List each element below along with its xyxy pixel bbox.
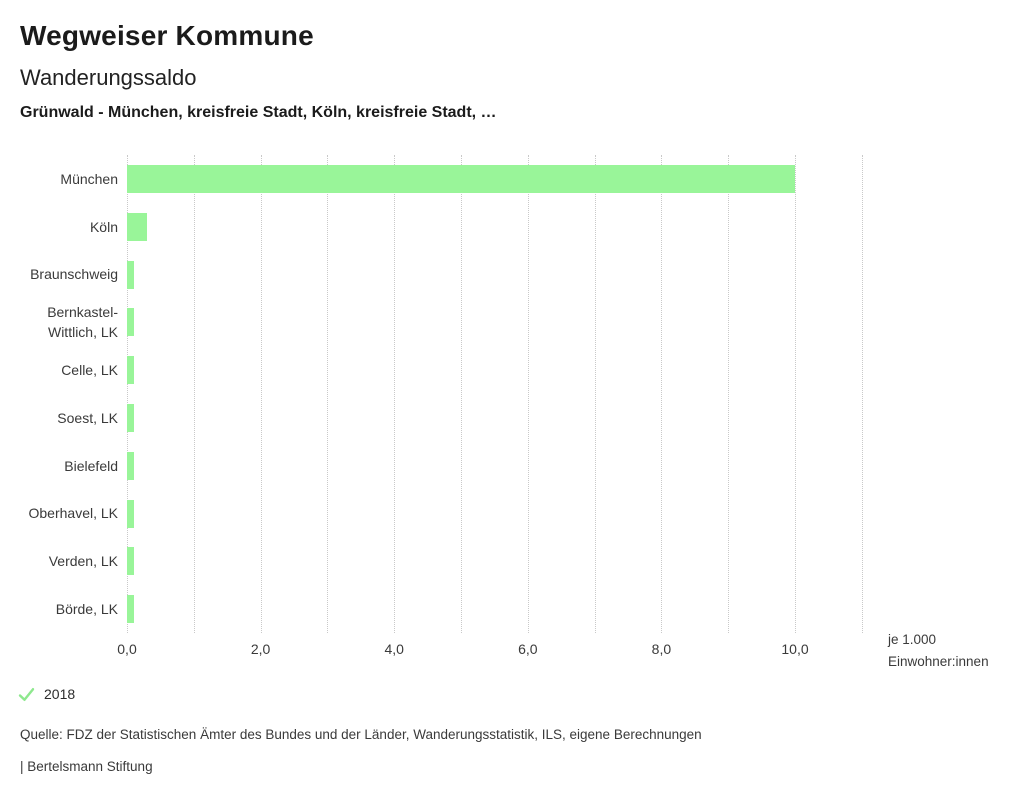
x-tick-label: 10,0	[781, 641, 809, 657]
gridline	[394, 155, 396, 633]
gridline	[127, 155, 128, 633]
bar[interactable]	[127, 403, 134, 432]
bar[interactable]	[127, 595, 134, 624]
category-label: Oberhavel, LK	[28, 505, 119, 522]
gridline	[594, 155, 596, 633]
category-label: Bernkastel- Wittlich, LK	[47, 304, 118, 341]
category-label: Bielefeld	[64, 457, 118, 474]
legend-item-2018[interactable]: 2018	[18, 686, 75, 702]
axis-unit-line-2: Einwohner:innen	[888, 653, 989, 669]
x-tick-label: 4,0	[384, 641, 404, 657]
bar[interactable]	[127, 547, 134, 576]
bar[interactable]	[127, 451, 134, 480]
category-label: Köln	[89, 218, 118, 235]
category-label: Braunschweig	[30, 266, 118, 283]
gridline	[661, 155, 663, 633]
axis-unit-label: je 1.000 Einwohner:innen	[888, 629, 989, 672]
gridline	[461, 155, 462, 633]
category-label: Börde, LK	[55, 601, 118, 618]
x-tick-label: 6,0	[518, 641, 538, 657]
category-label: Verden, LK	[48, 553, 118, 570]
bar[interactable]	[127, 164, 795, 193]
category-label: München	[60, 170, 118, 187]
axis-unit-line-1: je 1.000	[888, 632, 937, 647]
branding-line: | Bertelsmann Stiftung	[20, 759, 153, 774]
page-title: Wegweiser Kommune	[20, 20, 314, 51]
category-label: Celle, LK	[61, 362, 118, 379]
x-tick-label: 8,0	[651, 641, 672, 657]
gridline	[327, 155, 329, 633]
bar[interactable]	[127, 260, 134, 289]
indicator-title: Wanderungssaldo	[20, 65, 197, 90]
legend-label: 2018	[44, 686, 76, 702]
check-icon	[18, 687, 35, 701]
source-line: Quelle: FDZ der Statistischen Ämter des …	[20, 727, 702, 742]
gridline	[193, 155, 195, 633]
x-tick-label: 0,0	[117, 641, 137, 657]
bar[interactable]	[127, 308, 134, 337]
gridline	[795, 155, 796, 633]
bar[interactable]	[127, 356, 134, 385]
gridline	[260, 155, 262, 633]
selection-subtitle: Grünwald - München, kreisfreie Stadt, Kö…	[20, 104, 497, 121]
category-label: Soest, LK	[57, 409, 118, 426]
gridline	[728, 155, 730, 633]
bar[interactable]	[127, 499, 134, 528]
x-tick-label: 2,0	[250, 641, 271, 657]
gridline	[861, 155, 863, 633]
gridline	[527, 155, 529, 633]
bar[interactable]	[127, 212, 148, 241]
